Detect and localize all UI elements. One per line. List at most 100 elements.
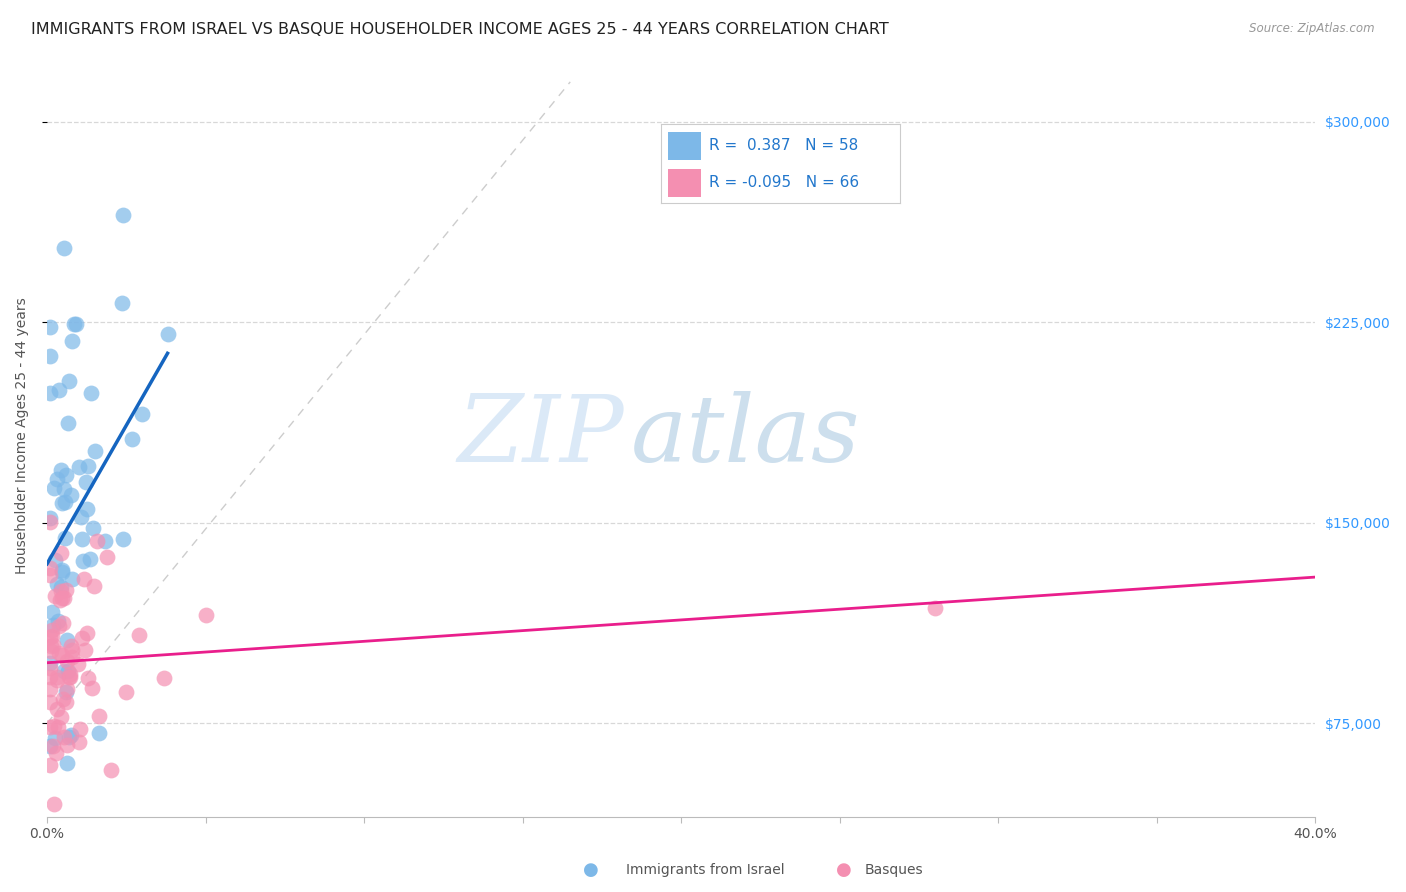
Y-axis label: Householder Income Ages 25 - 44 years: Householder Income Ages 25 - 44 years: [15, 298, 30, 574]
Point: [46, 673, 69, 688]
Point: [55, 468, 77, 483]
Text: IMMIGRANTS FROM ISRAEL VS BASQUE HOUSEHOLDER INCOME AGES 25 - 44 YEARS CORRELATI: IMMIGRANTS FROM ISRAEL VS BASQUE HOUSEHO…: [31, 22, 889, 37]
Point: [39, 567, 62, 582]
Point: [44, 590, 66, 604]
Point: [39, 630, 62, 644]
Point: [100, 763, 122, 777]
Point: [59, 671, 82, 685]
Point: [58, 731, 80, 745]
Point: [89, 709, 111, 723]
Text: R =  0.387   N = 58: R = 0.387 N = 58: [709, 138, 858, 153]
Point: [112, 532, 135, 546]
Point: [39, 349, 62, 363]
Point: [112, 208, 135, 222]
Point: [76, 501, 98, 516]
Point: [87, 726, 110, 740]
Point: [39, 644, 62, 658]
Point: [39, 516, 62, 530]
Point: [45, 702, 67, 716]
Point: [194, 608, 217, 623]
Point: [48, 592, 70, 607]
Point: [59, 640, 82, 654]
Point: [60, 643, 83, 657]
Point: [72, 572, 94, 586]
Point: [39, 682, 62, 697]
Text: ZIP: ZIP: [457, 391, 624, 481]
Point: [48, 384, 70, 398]
Point: [55, 695, 77, 709]
Point: [63, 318, 86, 332]
Point: [39, 757, 62, 772]
Point: [42, 739, 65, 753]
Point: [73, 643, 96, 657]
Point: [96, 550, 118, 565]
Point: [84, 444, 107, 458]
Point: [76, 626, 98, 640]
Text: atlas: atlas: [630, 391, 860, 481]
Point: [59, 728, 82, 742]
Point: [51, 546, 73, 560]
Point: [39, 320, 62, 334]
Point: [41, 629, 63, 643]
Point: [39, 657, 62, 671]
Point: [44, 797, 66, 811]
Point: [53, 591, 76, 605]
Point: [70, 532, 93, 546]
Point: [46, 720, 69, 734]
Point: [111, 296, 134, 310]
Point: [45, 746, 67, 760]
Point: [60, 572, 83, 586]
Point: [53, 664, 76, 678]
Text: Basques: Basques: [865, 863, 924, 877]
Text: ●: ●: [582, 861, 599, 879]
Point: [70, 510, 93, 524]
Point: [82, 681, 104, 696]
Point: [51, 583, 73, 598]
Point: [39, 670, 62, 684]
Point: [121, 433, 143, 447]
Point: [51, 563, 73, 577]
Point: [55, 633, 77, 648]
Text: ●: ●: [835, 861, 852, 879]
Point: [83, 579, 105, 593]
Point: [53, 531, 76, 545]
Point: [60, 649, 83, 664]
Point: [51, 496, 73, 510]
Text: Source: ZipAtlas.com: Source: ZipAtlas.com: [1250, 22, 1375, 36]
Point: [56, 738, 79, 752]
Point: [66, 657, 89, 671]
Point: [39, 561, 62, 575]
Point: [44, 481, 66, 495]
Point: [59, 487, 82, 501]
Point: [46, 614, 69, 628]
Point: [152, 671, 174, 685]
Point: [55, 685, 77, 699]
Text: R = -0.095   N = 66: R = -0.095 N = 66: [709, 175, 859, 190]
Point: [58, 416, 80, 430]
Point: [70, 631, 93, 645]
Point: [94, 534, 117, 549]
Point: [39, 511, 62, 525]
Point: [44, 731, 66, 745]
Point: [60, 334, 83, 348]
Point: [157, 326, 180, 341]
Point: [49, 710, 72, 724]
Point: [56, 665, 79, 679]
Text: Immigrants from Israel: Immigrants from Israel: [626, 863, 785, 877]
Point: [51, 580, 73, 594]
Point: [69, 722, 91, 736]
Point: [52, 241, 75, 255]
Bar: [668, 132, 702, 160]
Point: [53, 495, 76, 509]
Point: [55, 681, 77, 696]
Point: [39, 660, 62, 674]
Point: [42, 638, 65, 652]
Point: [41, 623, 63, 637]
Point: [52, 692, 75, 706]
Point: [79, 552, 101, 566]
Point: [39, 720, 62, 734]
Point: [55, 583, 77, 598]
Point: [51, 591, 73, 606]
Point: [44, 552, 66, 566]
Point: [76, 458, 98, 473]
